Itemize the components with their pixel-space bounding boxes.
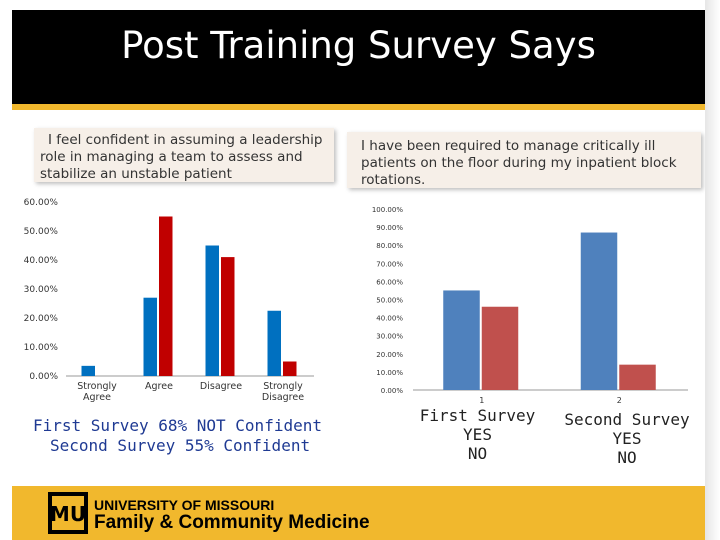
y-tick-label: 40.00% [24,256,59,266]
slide-title: Post Training Survey Says [121,24,596,67]
legend-second-survey: Second Survey YES NO [552,410,702,467]
y-tick-label: 30.00% [24,285,59,295]
x-tick-label: 2 [617,396,622,405]
y-tick-label: 80.00% [376,242,403,250]
bar [580,232,618,390]
logo-letters: MU [50,502,86,526]
y-tick-label: 10.00% [24,343,59,353]
question-left: I feel confident in assuming a leadershi… [34,128,334,182]
y-tick-label: 100.00% [372,206,403,214]
bar [443,290,480,390]
y-tick-label: 50.00% [376,297,403,305]
y-tick-label: 90.00% [376,224,403,232]
x-tick-label: 1 [479,396,484,405]
bar [159,216,173,376]
footer-department: Family & Community Medicine [94,512,370,533]
legend-second-answer2: NO [617,448,637,467]
y-tick-label: 60.00% [24,198,59,208]
x-tick-label: Agree [83,392,111,403]
bar [205,245,219,376]
legend-first-label: First Survey [419,406,536,425]
y-tick-label: 50.00% [24,227,59,237]
chart-leadership-confidence: 0.00% 10.00% 20.00% 30.00% 40.00% 50.00% 60.00… [24,198,314,403]
x-tick-label: Strongly [77,381,117,392]
result-first-survey: First Survey 68% NOT Confident [33,416,322,435]
x-tick-label: Agree [145,381,173,392]
y-tick-label: 30.00% [376,333,403,341]
title-band: Post Training Survey Says [12,10,705,110]
x-tick-label: Disagree [262,392,304,403]
y-tick-label: 40.00% [376,315,403,323]
y-tick-label: 70.00% [376,260,403,268]
y-tick-label: 0.00% [29,372,58,382]
university-logo: MU [48,492,88,534]
legend-first-answer2: NO [467,444,488,463]
x-tick-label: Strongly [263,381,303,392]
chart-critically-ill: 0.00% 10.00% 20.00% 30.00% 40.00% 50.00% 60.00… [372,206,688,405]
bar [81,365,95,376]
bar [143,297,157,376]
y-tick-label: 0.00% [381,387,404,395]
legend-first-survey: First Survey YES NO [415,406,540,463]
page-shadow [705,0,720,540]
y-tick-label: 20.00% [24,314,59,324]
result-second-survey: Second Survey 55% Confident [50,436,311,455]
footer-university: UNIVERSITY OF MISSOURI [94,497,275,513]
bar [267,310,281,376]
y-tick-label: 60.00% [376,278,403,286]
legend-second-label: Second Survey [564,410,690,429]
y-tick-label: 10.00% [376,369,403,377]
bar [481,306,519,390]
question-right: I have been required to manage criticall… [347,132,701,188]
x-tick-label: Disagree [200,381,242,392]
legend-first-answer: YES [463,425,492,444]
bar [221,257,235,376]
bar [283,361,297,376]
bar [619,364,656,390]
legend-second-answer: YES [612,429,642,448]
footer-band [12,486,705,540]
y-tick-label: 20.00% [376,351,403,359]
